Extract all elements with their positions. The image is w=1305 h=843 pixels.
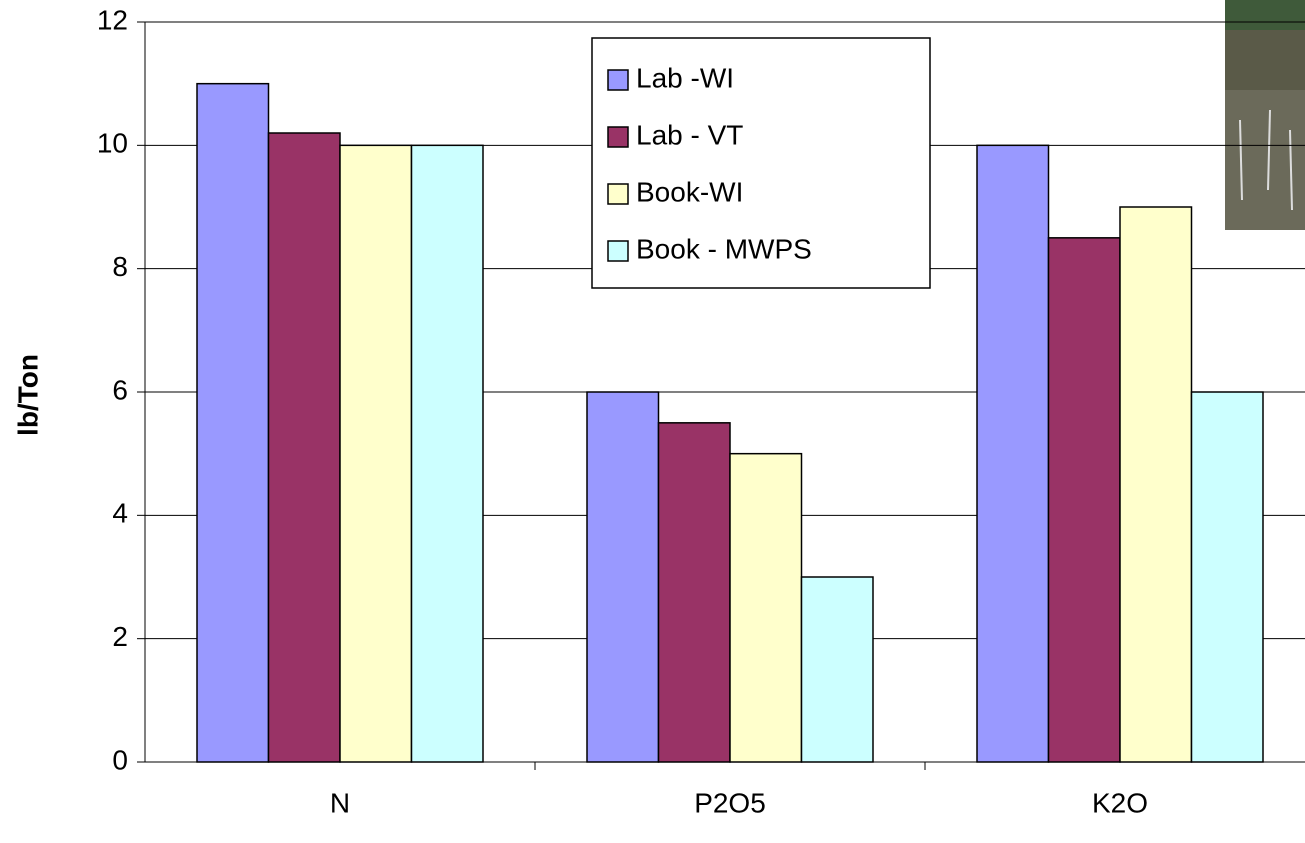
bar — [800, 576, 874, 763]
y-tick-label: 0 — [112, 744, 128, 775]
y-tick-label: 8 — [112, 251, 128, 282]
legend-label: Lab -WI — [636, 62, 734, 93]
bar — [339, 144, 413, 763]
y-tick-label: 4 — [112, 498, 128, 529]
legend-box — [591, 37, 931, 289]
legend-label: Lab - VT — [636, 119, 743, 150]
bar — [1190, 391, 1264, 763]
legend-swatch — [607, 126, 629, 148]
legend-label: Book - MWPS — [636, 233, 812, 264]
y-tick-label: 12 — [97, 4, 128, 35]
bar — [1047, 237, 1121, 763]
y-tick-label: 10 — [97, 128, 128, 159]
legend: Lab -WI Lab - VT Book-WI Book - MWPS — [591, 37, 931, 289]
bar — [976, 144, 1050, 763]
y-axis-title: lb/Ton — [12, 354, 43, 436]
bar — [267, 132, 341, 763]
bar — [729, 452, 803, 763]
bar — [586, 391, 660, 763]
bar — [657, 422, 731, 763]
bar — [1119, 206, 1193, 763]
bar — [410, 144, 484, 763]
y-tick-label: 2 — [112, 621, 128, 652]
legend-swatch — [607, 69, 629, 91]
x-tick-label: N — [330, 787, 350, 818]
legend-swatch — [607, 183, 629, 205]
legend-swatch — [607, 240, 629, 262]
x-tick-label: P2O5 — [694, 787, 766, 818]
bar — [196, 82, 270, 763]
legend-label: Book-WI — [636, 176, 743, 207]
photo — [1225, 0, 1305, 230]
x-tick-label: K2O — [1092, 787, 1148, 818]
y-tick-label: 6 — [112, 374, 128, 405]
